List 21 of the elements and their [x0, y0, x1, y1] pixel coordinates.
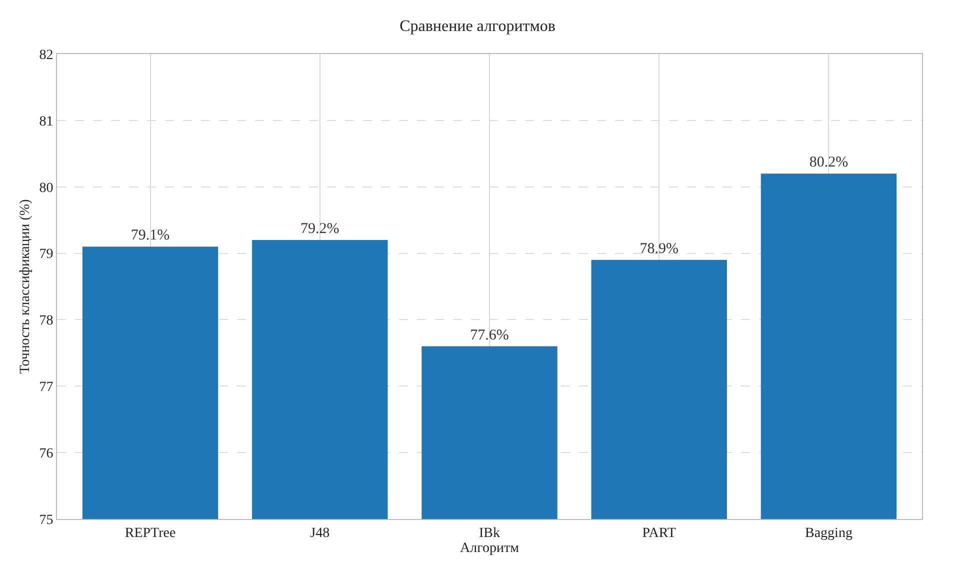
x-tick-label: J48: [310, 526, 330, 541]
y-tick-label: 80: [39, 180, 54, 196]
y-tick-label: 79: [39, 247, 54, 262]
data-label: 78.9%: [640, 240, 678, 257]
data-label: 77.6%: [470, 327, 509, 344]
y-tick-label: 81: [39, 114, 54, 130]
y-tick-label: 76: [39, 446, 54, 462]
x-axis-title: Алгоритм: [460, 541, 520, 556]
x-tick-label: REPTree: [124, 526, 176, 541]
y-tick-label: 77: [39, 380, 54, 396]
x-tick-label: PART: [642, 526, 676, 541]
y-axis-title: Точность классификации (%): [18, 198, 33, 374]
data-label: 79.2%: [300, 221, 340, 237]
chart-title: Сравнение алгоритмов: [400, 18, 556, 35]
data-label: 80.2%: [809, 154, 848, 171]
x-tick-label: IBk: [479, 526, 500, 541]
y-tick-label: 82: [39, 48, 54, 63]
data-label: 79.1%: [130, 228, 170, 244]
x-tick-label: Bagging: [804, 526, 852, 541]
y-tick-label: 78: [39, 314, 54, 329]
y-tick-label: 75: [39, 512, 54, 528]
